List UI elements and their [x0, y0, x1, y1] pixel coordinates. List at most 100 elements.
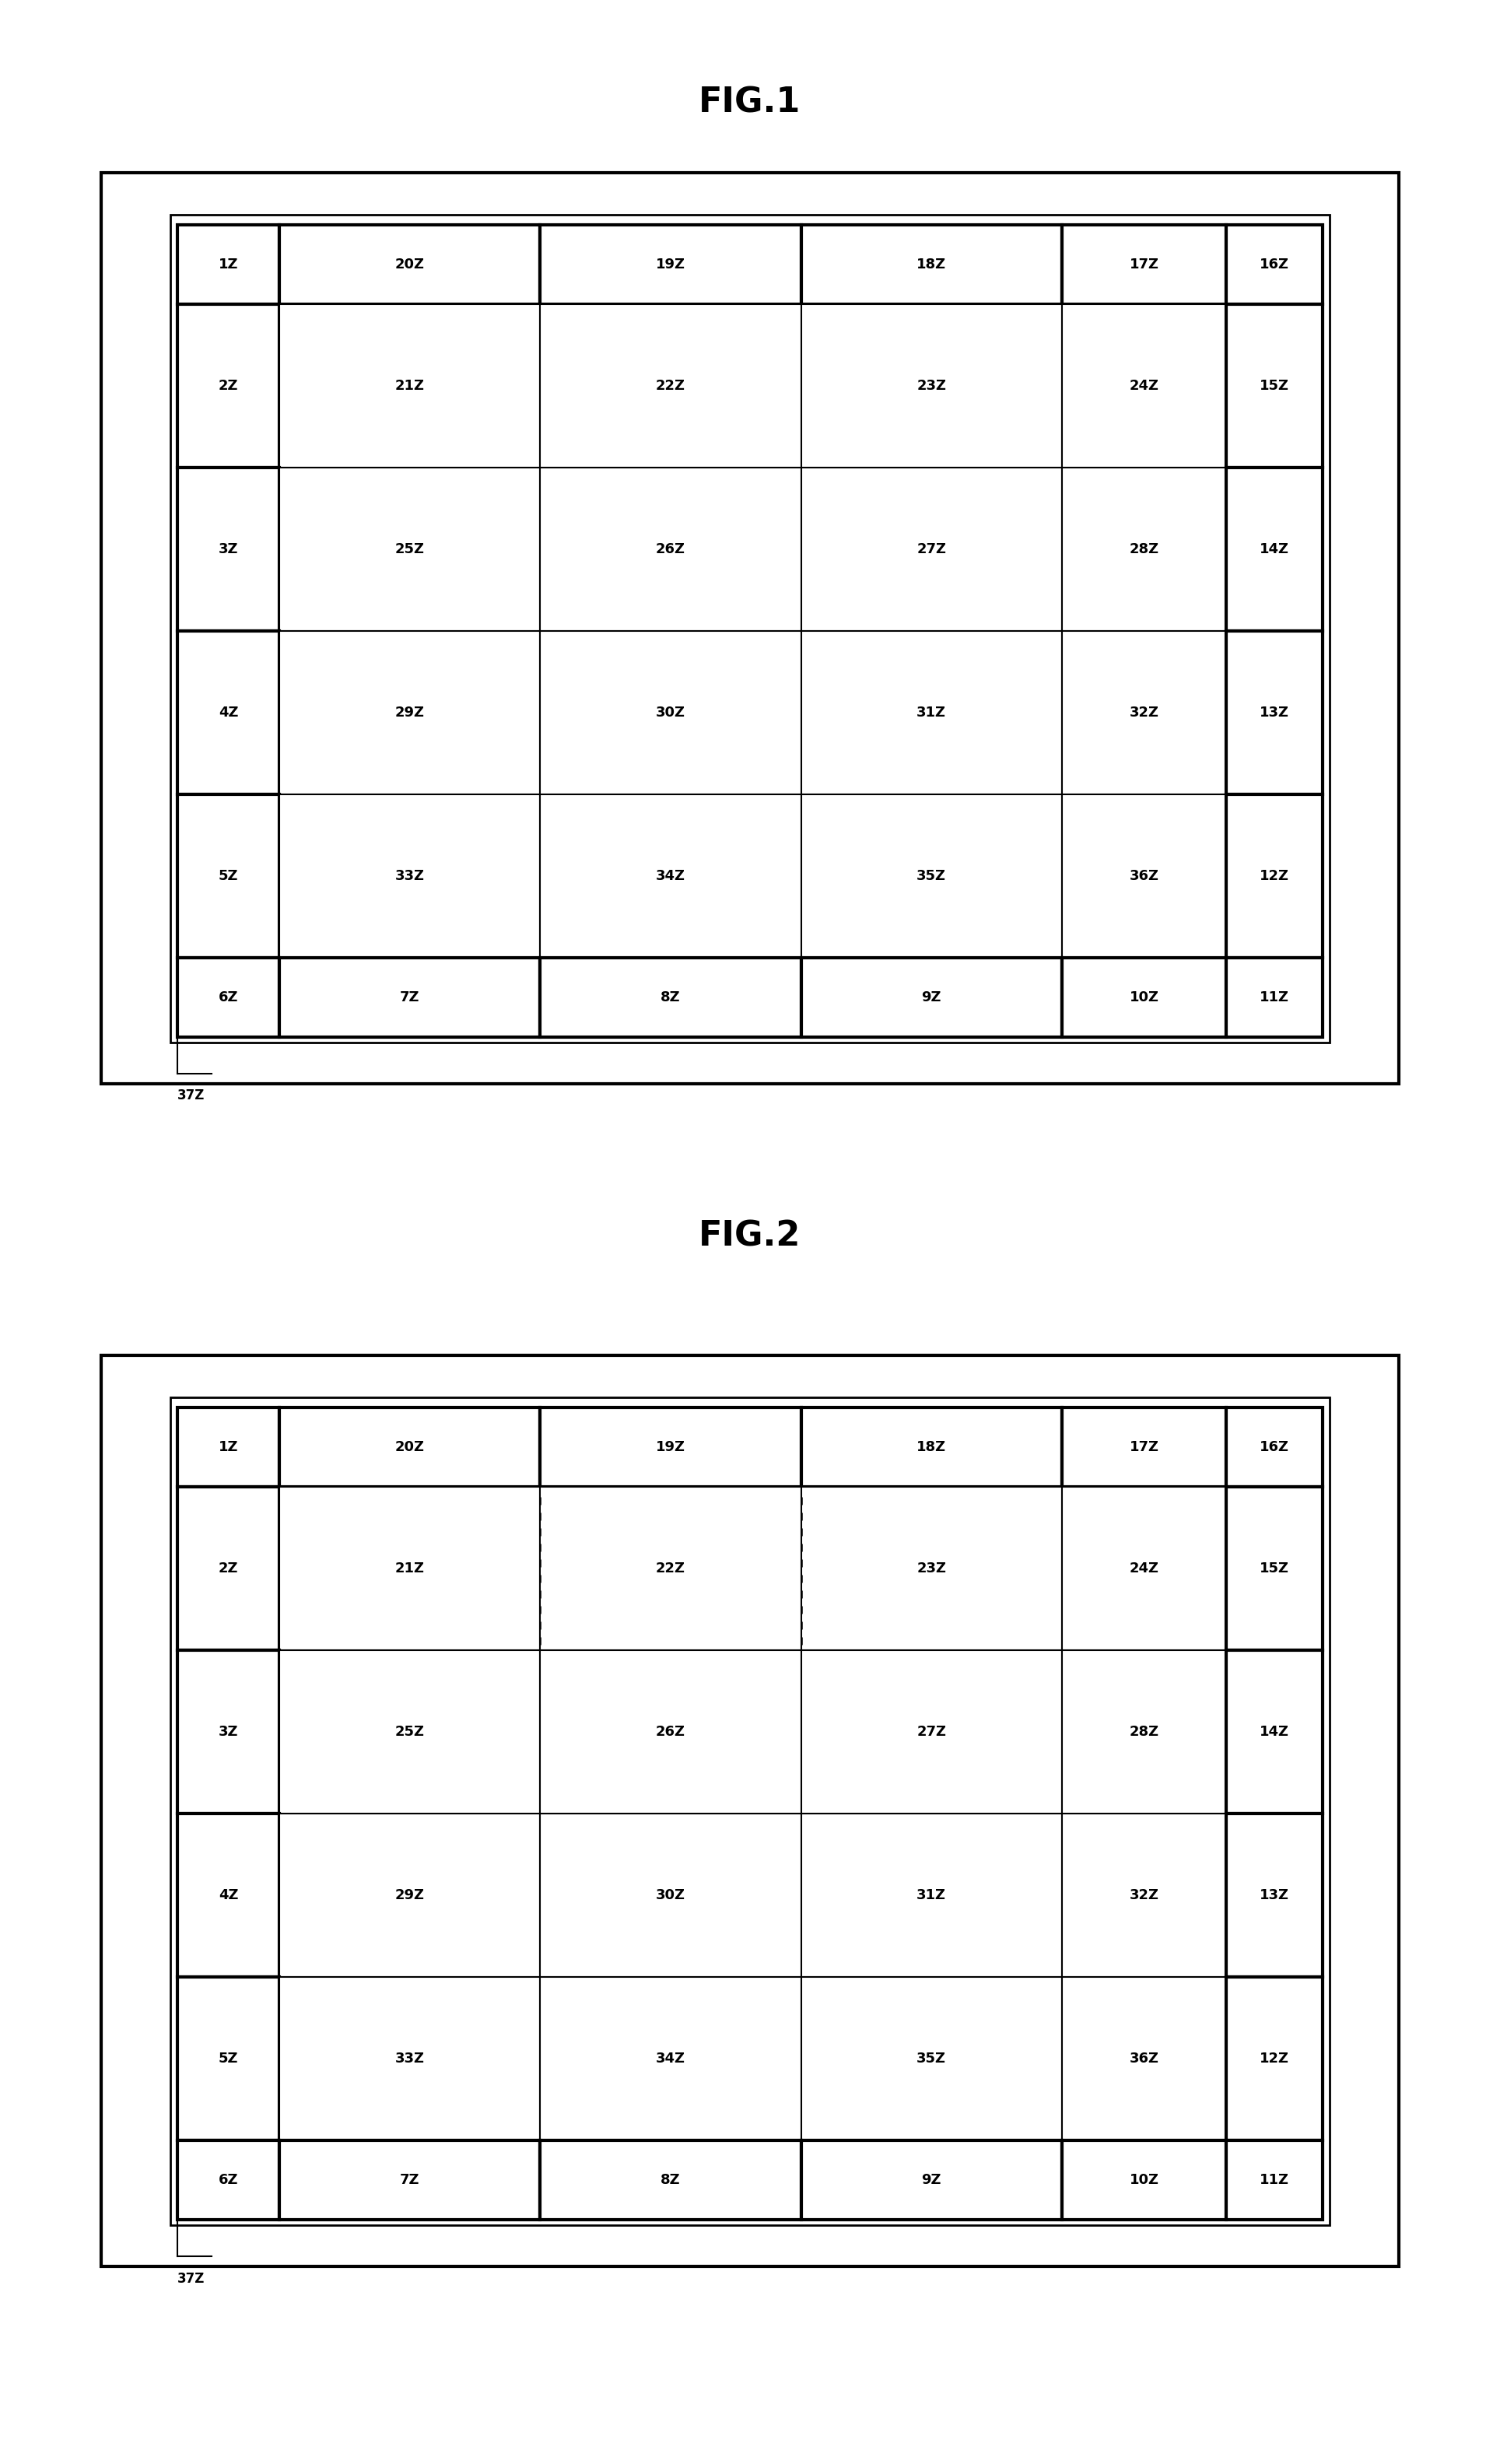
Text: 8Z: 8Z [660, 2173, 681, 2188]
Bar [171, 1397, 1329, 2225]
Text: 10Z: 10Z [1130, 991, 1160, 1005]
Bar [801, 1486, 1062, 1651]
Bar [102, 172, 1398, 1084]
Text: 24Z: 24Z [1130, 379, 1160, 392]
Text: 30Z: 30Z [656, 1887, 686, 1902]
Bar [801, 1407, 1062, 1486]
Text: 14Z: 14Z [1260, 542, 1288, 557]
Bar [1227, 793, 1323, 958]
Text: 10Z: 10Z [1130, 2173, 1160, 2188]
Text: 13Z: 13Z [1260, 1887, 1288, 1902]
Text: 24Z: 24Z [1130, 1562, 1160, 1574]
Text: 25Z: 25Z [394, 1725, 424, 1740]
Text: 17Z: 17Z [1130, 256, 1160, 271]
Text: 29Z: 29Z [394, 1887, 424, 1902]
Text: 7Z: 7Z [401, 2173, 420, 2188]
Bar [177, 224, 279, 303]
Text: 19Z: 19Z [656, 256, 686, 271]
Text: 36Z: 36Z [1130, 870, 1160, 882]
Bar [177, 1976, 279, 2141]
Bar [1227, 1407, 1323, 1486]
Bar [540, 224, 801, 303]
Bar [177, 793, 279, 958]
Bar [279, 793, 540, 958]
Bar [1062, 468, 1227, 631]
Bar [1062, 1486, 1227, 1651]
Bar [1227, 1486, 1323, 1651]
Text: 35Z: 35Z [916, 870, 946, 882]
Text: 33Z: 33Z [394, 870, 424, 882]
Text: 3Z: 3Z [219, 542, 239, 557]
Text: 35Z: 35Z [916, 2053, 946, 2065]
Text: 32Z: 32Z [1130, 1887, 1160, 1902]
Bar [1062, 303, 1227, 468]
Bar [540, 2141, 801, 2220]
Bar [279, 1486, 540, 1651]
Text: 36Z: 36Z [1130, 2053, 1160, 2065]
Bar [540, 1407, 801, 1486]
Text: 12Z: 12Z [1260, 2053, 1288, 2065]
Bar [1062, 793, 1227, 958]
Text: FIG.2: FIG.2 [699, 1220, 801, 1254]
Text: 31Z: 31Z [916, 705, 946, 719]
Bar [1062, 1814, 1227, 1976]
Text: 33Z: 33Z [394, 2053, 424, 2065]
Text: 2Z: 2Z [219, 1562, 239, 1574]
Bar [1227, 303, 1323, 468]
Bar [801, 1976, 1062, 2141]
Bar [1227, 1976, 1323, 2141]
Bar [540, 958, 801, 1037]
Text: 28Z: 28Z [1130, 542, 1160, 557]
Bar [177, 303, 279, 468]
Text: 17Z: 17Z [1130, 1439, 1160, 1454]
Bar [540, 793, 801, 958]
Bar [540, 303, 801, 468]
Bar [801, 2141, 1062, 2220]
Text: 15Z: 15Z [1260, 1562, 1288, 1574]
Text: 11Z: 11Z [1260, 2173, 1288, 2188]
Bar [177, 1651, 279, 1814]
Text: 30Z: 30Z [656, 705, 686, 719]
Text: 34Z: 34Z [656, 870, 686, 882]
Bar [1227, 631, 1323, 793]
Bar [279, 1976, 540, 2141]
Bar [1227, 1814, 1323, 1976]
Bar [1227, 468, 1323, 631]
Text: 11Z: 11Z [1260, 991, 1288, 1005]
Bar [1227, 2141, 1323, 2220]
Bar [540, 468, 801, 631]
Bar [801, 958, 1062, 1037]
Text: 6Z: 6Z [219, 991, 239, 1005]
Bar [540, 1486, 801, 1651]
Bar [1062, 224, 1227, 303]
Text: 18Z: 18Z [916, 1439, 946, 1454]
Bar [279, 958, 540, 1037]
Text: 19Z: 19Z [656, 1439, 686, 1454]
Text: 32Z: 32Z [1130, 705, 1160, 719]
Text: 37Z: 37Z [177, 1089, 206, 1104]
Text: 18Z: 18Z [916, 256, 946, 271]
Text: 16Z: 16Z [1260, 1439, 1288, 1454]
Bar [801, 303, 1062, 468]
Bar [279, 1651, 540, 1814]
Text: 27Z: 27Z [916, 542, 946, 557]
Text: 31Z: 31Z [916, 1887, 946, 1902]
Bar [801, 1814, 1062, 1976]
Text: 27Z: 27Z [916, 1725, 946, 1740]
Text: 23Z: 23Z [916, 379, 946, 392]
Bar [801, 224, 1062, 303]
Bar [540, 1651, 801, 1814]
Text: 5Z: 5Z [219, 2053, 239, 2065]
Text: 37Z: 37Z [177, 2272, 206, 2287]
Text: 21Z: 21Z [394, 1562, 424, 1574]
Text: 23Z: 23Z [916, 1562, 946, 1574]
Bar [540, 631, 801, 793]
Text: 2Z: 2Z [219, 379, 239, 392]
Text: 29Z: 29Z [394, 705, 424, 719]
Text: 7Z: 7Z [401, 991, 420, 1005]
Bar [279, 631, 540, 793]
Text: 4Z: 4Z [219, 1887, 239, 1902]
Bar [102, 1355, 1398, 2267]
Text: 20Z: 20Z [394, 1439, 424, 1454]
Bar [540, 1814, 801, 1976]
